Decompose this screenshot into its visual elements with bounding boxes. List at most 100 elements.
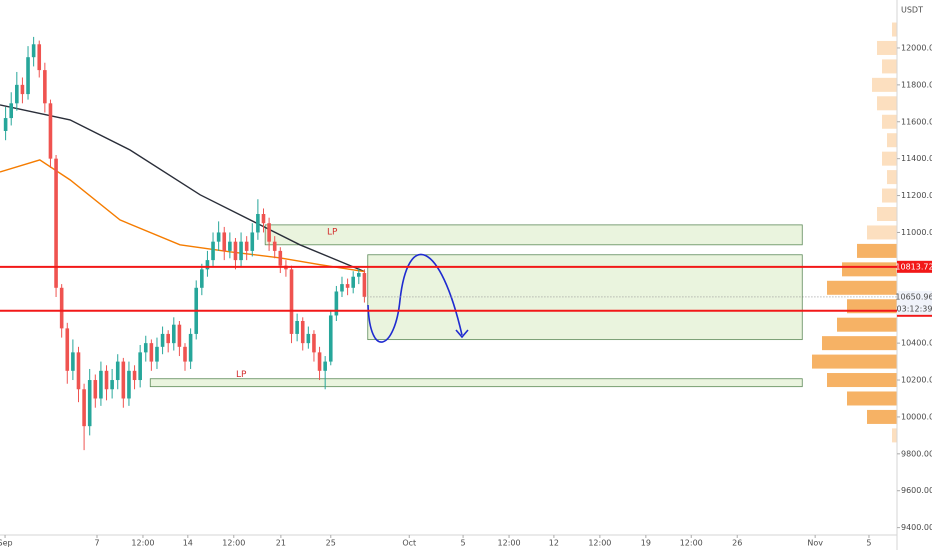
candle-body — [188, 333, 193, 362]
x-tick-label: 7 — [94, 539, 99, 548]
x-tick-label: 21 — [276, 539, 286, 548]
candle-body — [200, 269, 204, 288]
candle-body — [26, 57, 30, 95]
volume-profile-bar — [877, 207, 897, 221]
candle-body — [323, 361, 327, 371]
x-tick-label: 26 — [732, 539, 742, 548]
candle-body — [65, 328, 70, 371]
x-tick-label: Sep — [0, 539, 13, 548]
y-tick-label: 11000.00 — [901, 228, 932, 237]
y-tick-label: 11800.00 — [901, 80, 932, 89]
candle-body — [3, 118, 8, 131]
level-tag-label: 10813.72 — [895, 262, 932, 271]
y-tick-label: 11200.00 — [901, 191, 932, 200]
candle-body — [267, 223, 271, 242]
volume-profile-bar — [847, 299, 897, 314]
x-tick-label: Oct — [402, 539, 416, 548]
volume-profile-bar — [822, 336, 897, 351]
x-tick-label: 12:00 — [222, 539, 245, 548]
volume-profile-bar — [877, 96, 897, 111]
candle-body — [244, 241, 249, 251]
candle-body — [127, 370, 131, 399]
candle-body — [317, 352, 322, 371]
level-tag — [897, 260, 932, 273]
volume-profile-bar — [892, 22, 897, 37]
candle-body — [300, 321, 305, 344]
x-tick-label: 12:00 — [680, 539, 703, 548]
candle-body — [87, 380, 92, 427]
candle-body — [37, 44, 42, 71]
candle-body — [54, 158, 58, 288]
candle-body — [9, 103, 14, 119]
moving-average — [0, 159, 366, 273]
candle-body — [312, 333, 316, 353]
volume-profile-bar — [857, 243, 897, 258]
volume-profile-bar — [882, 188, 897, 203]
candle-body — [143, 343, 148, 353]
candle-body — [76, 352, 81, 390]
zone-label: LP — [327, 227, 338, 237]
candle-body — [340, 284, 344, 292]
volume-profile-bar — [842, 262, 897, 277]
zone-label: LP — [236, 370, 247, 380]
volume-profile-bar — [892, 428, 897, 443]
candle-body — [59, 287, 64, 329]
candle-body — [183, 346, 187, 362]
volume-profile-bar — [877, 40, 897, 55]
candle-body — [177, 324, 182, 347]
candle-body — [233, 241, 238, 261]
volume-profile-bar — [887, 133, 897, 148]
y-tick-label: 9400.00 — [901, 523, 932, 532]
x-tick-label: 5 — [866, 539, 871, 548]
candle-body — [278, 250, 283, 266]
zone — [264, 224, 803, 246]
candle-body — [166, 333, 170, 344]
candle-body — [155, 346, 159, 362]
candle-body — [110, 380, 114, 390]
last-price-label: 10650.96 — [895, 292, 932, 301]
candle-body — [71, 352, 75, 371]
volume-profile-bar — [872, 77, 897, 92]
candle-body — [99, 370, 103, 399]
candle-body — [171, 324, 176, 344]
candle-body — [138, 352, 142, 381]
candle-body — [295, 321, 299, 334]
currency-label: USDT — [901, 6, 923, 15]
volume-profile-bar — [827, 280, 897, 295]
x-tick-label: 12:00 — [131, 539, 154, 548]
y-tick-label: 11600.00 — [901, 117, 932, 126]
candle-body — [362, 273, 367, 297]
candle-body — [261, 214, 266, 224]
y-tick-label: 10400.00 — [901, 339, 932, 348]
x-tick-label: 5 — [461, 539, 466, 548]
candle-body — [31, 44, 36, 58]
candle-body — [20, 84, 25, 95]
candle-body — [160, 333, 165, 347]
candle-body — [43, 70, 47, 104]
x-tick-label: Nov — [807, 539, 823, 548]
countdown-label: 03:12:39 — [897, 304, 932, 313]
y-tick-label: 9800.00 — [901, 449, 932, 458]
y-tick-label: 9600.00 — [901, 486, 932, 495]
last-price-tag — [897, 290, 932, 315]
x-tick-label: 12:00 — [588, 539, 611, 548]
candle-body — [239, 241, 243, 261]
candle-body — [328, 315, 333, 362]
y-tick-label: 10200.00 — [901, 376, 932, 385]
candle-body — [121, 361, 126, 399]
projection-curve — [367, 253, 463, 343]
x-tick-label: 25 — [326, 539, 336, 548]
candle-body — [149, 343, 154, 362]
volume-profile-bar — [847, 391, 897, 406]
candle-body — [345, 284, 350, 288]
y-tick-label: 11400.00 — [901, 154, 932, 163]
x-tick-label: 14 — [183, 539, 193, 548]
candle-body — [82, 389, 86, 427]
volume-profile-bar — [827, 373, 897, 388]
volume-profile-bar — [837, 317, 897, 332]
y-tick-label: 10000.00 — [901, 412, 932, 421]
volume-profile-bar — [882, 59, 897, 74]
zone — [149, 378, 803, 388]
candle-body — [15, 84, 19, 104]
